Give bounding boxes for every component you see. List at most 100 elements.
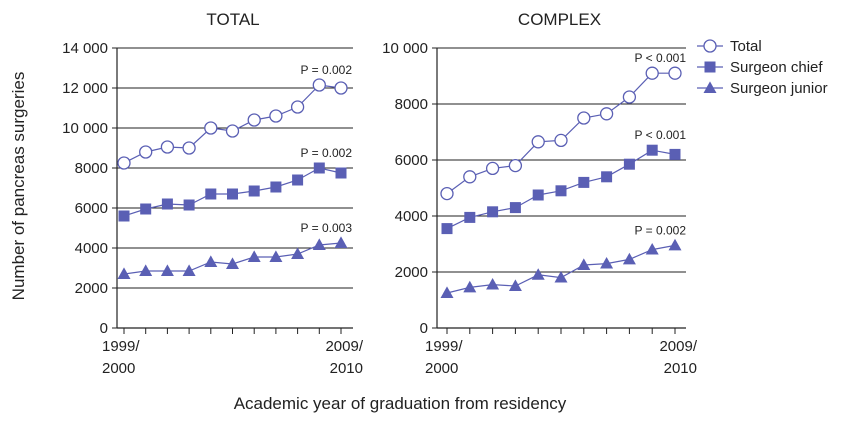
chart-panel-1: TOTAL 0 2000 4000 6000 8000 10 000 12 000 14 000… — [62, 10, 364, 377]
data-point — [269, 250, 283, 262]
data-point — [668, 238, 682, 251]
legend-label: Total — [730, 38, 762, 55]
data-point — [335, 167, 347, 179]
data-point — [292, 174, 304, 186]
series-total: P = 0.002 — [117, 63, 353, 170]
data-point — [668, 66, 682, 80]
data-point — [313, 162, 325, 174]
x-tick-label: 2009/ — [659, 338, 697, 355]
y-tick-label: 12 000 — [62, 80, 108, 97]
data-point — [441, 223, 453, 235]
x-tick-label: 2000 — [425, 360, 458, 377]
data-point — [645, 243, 659, 255]
p-value-label: P = 0.002 — [301, 146, 353, 160]
p-value-label: P = 0.003 — [301, 221, 353, 235]
x-axis-label: Academic year of graduation from residen… — [234, 394, 567, 413]
y-tick-label: 6000 — [395, 152, 428, 169]
data-point — [205, 188, 217, 200]
x-tick-label: 2010 — [330, 360, 363, 377]
data-point — [204, 121, 218, 135]
data-point — [225, 124, 240, 138]
x-tick-label: 2000 — [102, 360, 135, 377]
legend-item: Total — [697, 38, 762, 55]
y-tick-label: 2000 — [395, 264, 428, 281]
data-point — [599, 107, 614, 121]
data-point — [554, 271, 568, 283]
p-value-label: P = 0.002 — [301, 63, 353, 77]
y-tick-label: 10 000 — [62, 120, 108, 137]
data-point — [160, 264, 174, 276]
data-point — [117, 267, 131, 279]
data-point — [463, 170, 477, 184]
series-total: P < 0.001 — [440, 51, 687, 201]
data-point — [622, 252, 636, 265]
y-tick-label: 6000 — [75, 200, 108, 217]
x-tick-label: 2009/ — [325, 338, 363, 355]
y-tick-label: 2000 — [75, 280, 108, 297]
data-point — [463, 280, 477, 293]
y-tick-label: 10 000 — [382, 40, 428, 57]
data-point — [645, 66, 659, 80]
data-point — [577, 111, 591, 125]
data-point — [464, 211, 476, 223]
data-point — [160, 140, 175, 154]
data-point — [485, 161, 500, 176]
data-point — [139, 264, 153, 276]
data-point — [248, 185, 260, 197]
data-point — [508, 158, 523, 173]
data-point — [623, 158, 635, 170]
data-point — [183, 199, 195, 211]
legend-label: Surgeon junior — [730, 80, 828, 97]
legend-marker — [703, 39, 717, 53]
legend-marker — [704, 61, 716, 73]
x-tick-label: 1999/ — [425, 338, 463, 355]
series-surgeon-junior: P = 0.003 — [117, 221, 353, 279]
data-point — [291, 247, 305, 259]
y-axis-label: Number of pancreas surgeries — [9, 72, 28, 301]
y-tick-label: 0 — [420, 320, 428, 337]
data-point — [161, 198, 173, 210]
data-point — [312, 78, 326, 92]
y-tick-label: 8000 — [75, 160, 108, 177]
data-point — [646, 144, 658, 156]
data-point — [531, 135, 545, 149]
data-point — [578, 176, 590, 188]
chart-title: TOTAL — [206, 10, 259, 29]
y-tick-label: 14 000 — [62, 40, 108, 57]
data-point — [182, 264, 196, 276]
data-point — [600, 257, 614, 269]
data-point — [487, 206, 499, 218]
data-point — [508, 279, 522, 291]
data-point — [118, 210, 130, 222]
data-point — [290, 100, 305, 114]
data-point — [440, 186, 454, 201]
chart-title: COMPLEX — [518, 10, 601, 29]
data-point — [247, 113, 261, 127]
data-point — [532, 189, 544, 201]
data-point — [334, 81, 348, 95]
data-point — [270, 181, 282, 193]
chart-panel-2: COMPLEX 0 2000 4000 6000 8000 10 000 1999/2000 2… — [382, 10, 698, 377]
x-tick-label: 2010 — [664, 360, 697, 377]
p-value-label: P < 0.001 — [635, 128, 687, 142]
data-point — [509, 202, 521, 214]
data-point — [577, 258, 591, 270]
data-point — [139, 145, 153, 159]
data-point — [334, 236, 348, 248]
data-point — [140, 203, 152, 215]
data-point — [227, 188, 238, 200]
series-line — [446, 244, 676, 294]
data-point — [226, 257, 239, 269]
legend-label: Surgeon chief — [730, 59, 823, 76]
series-surgeon-chief: P < 0.001 — [441, 128, 687, 235]
p-value-label: P < 0.001 — [635, 51, 687, 65]
legend-marker — [703, 81, 717, 93]
legend-item: Surgeon chief — [697, 59, 823, 76]
x-tick-label: 1999/ — [102, 338, 140, 355]
data-point — [622, 90, 637, 104]
data-point — [182, 141, 196, 155]
data-point — [312, 238, 326, 250]
data-point — [269, 109, 283, 123]
